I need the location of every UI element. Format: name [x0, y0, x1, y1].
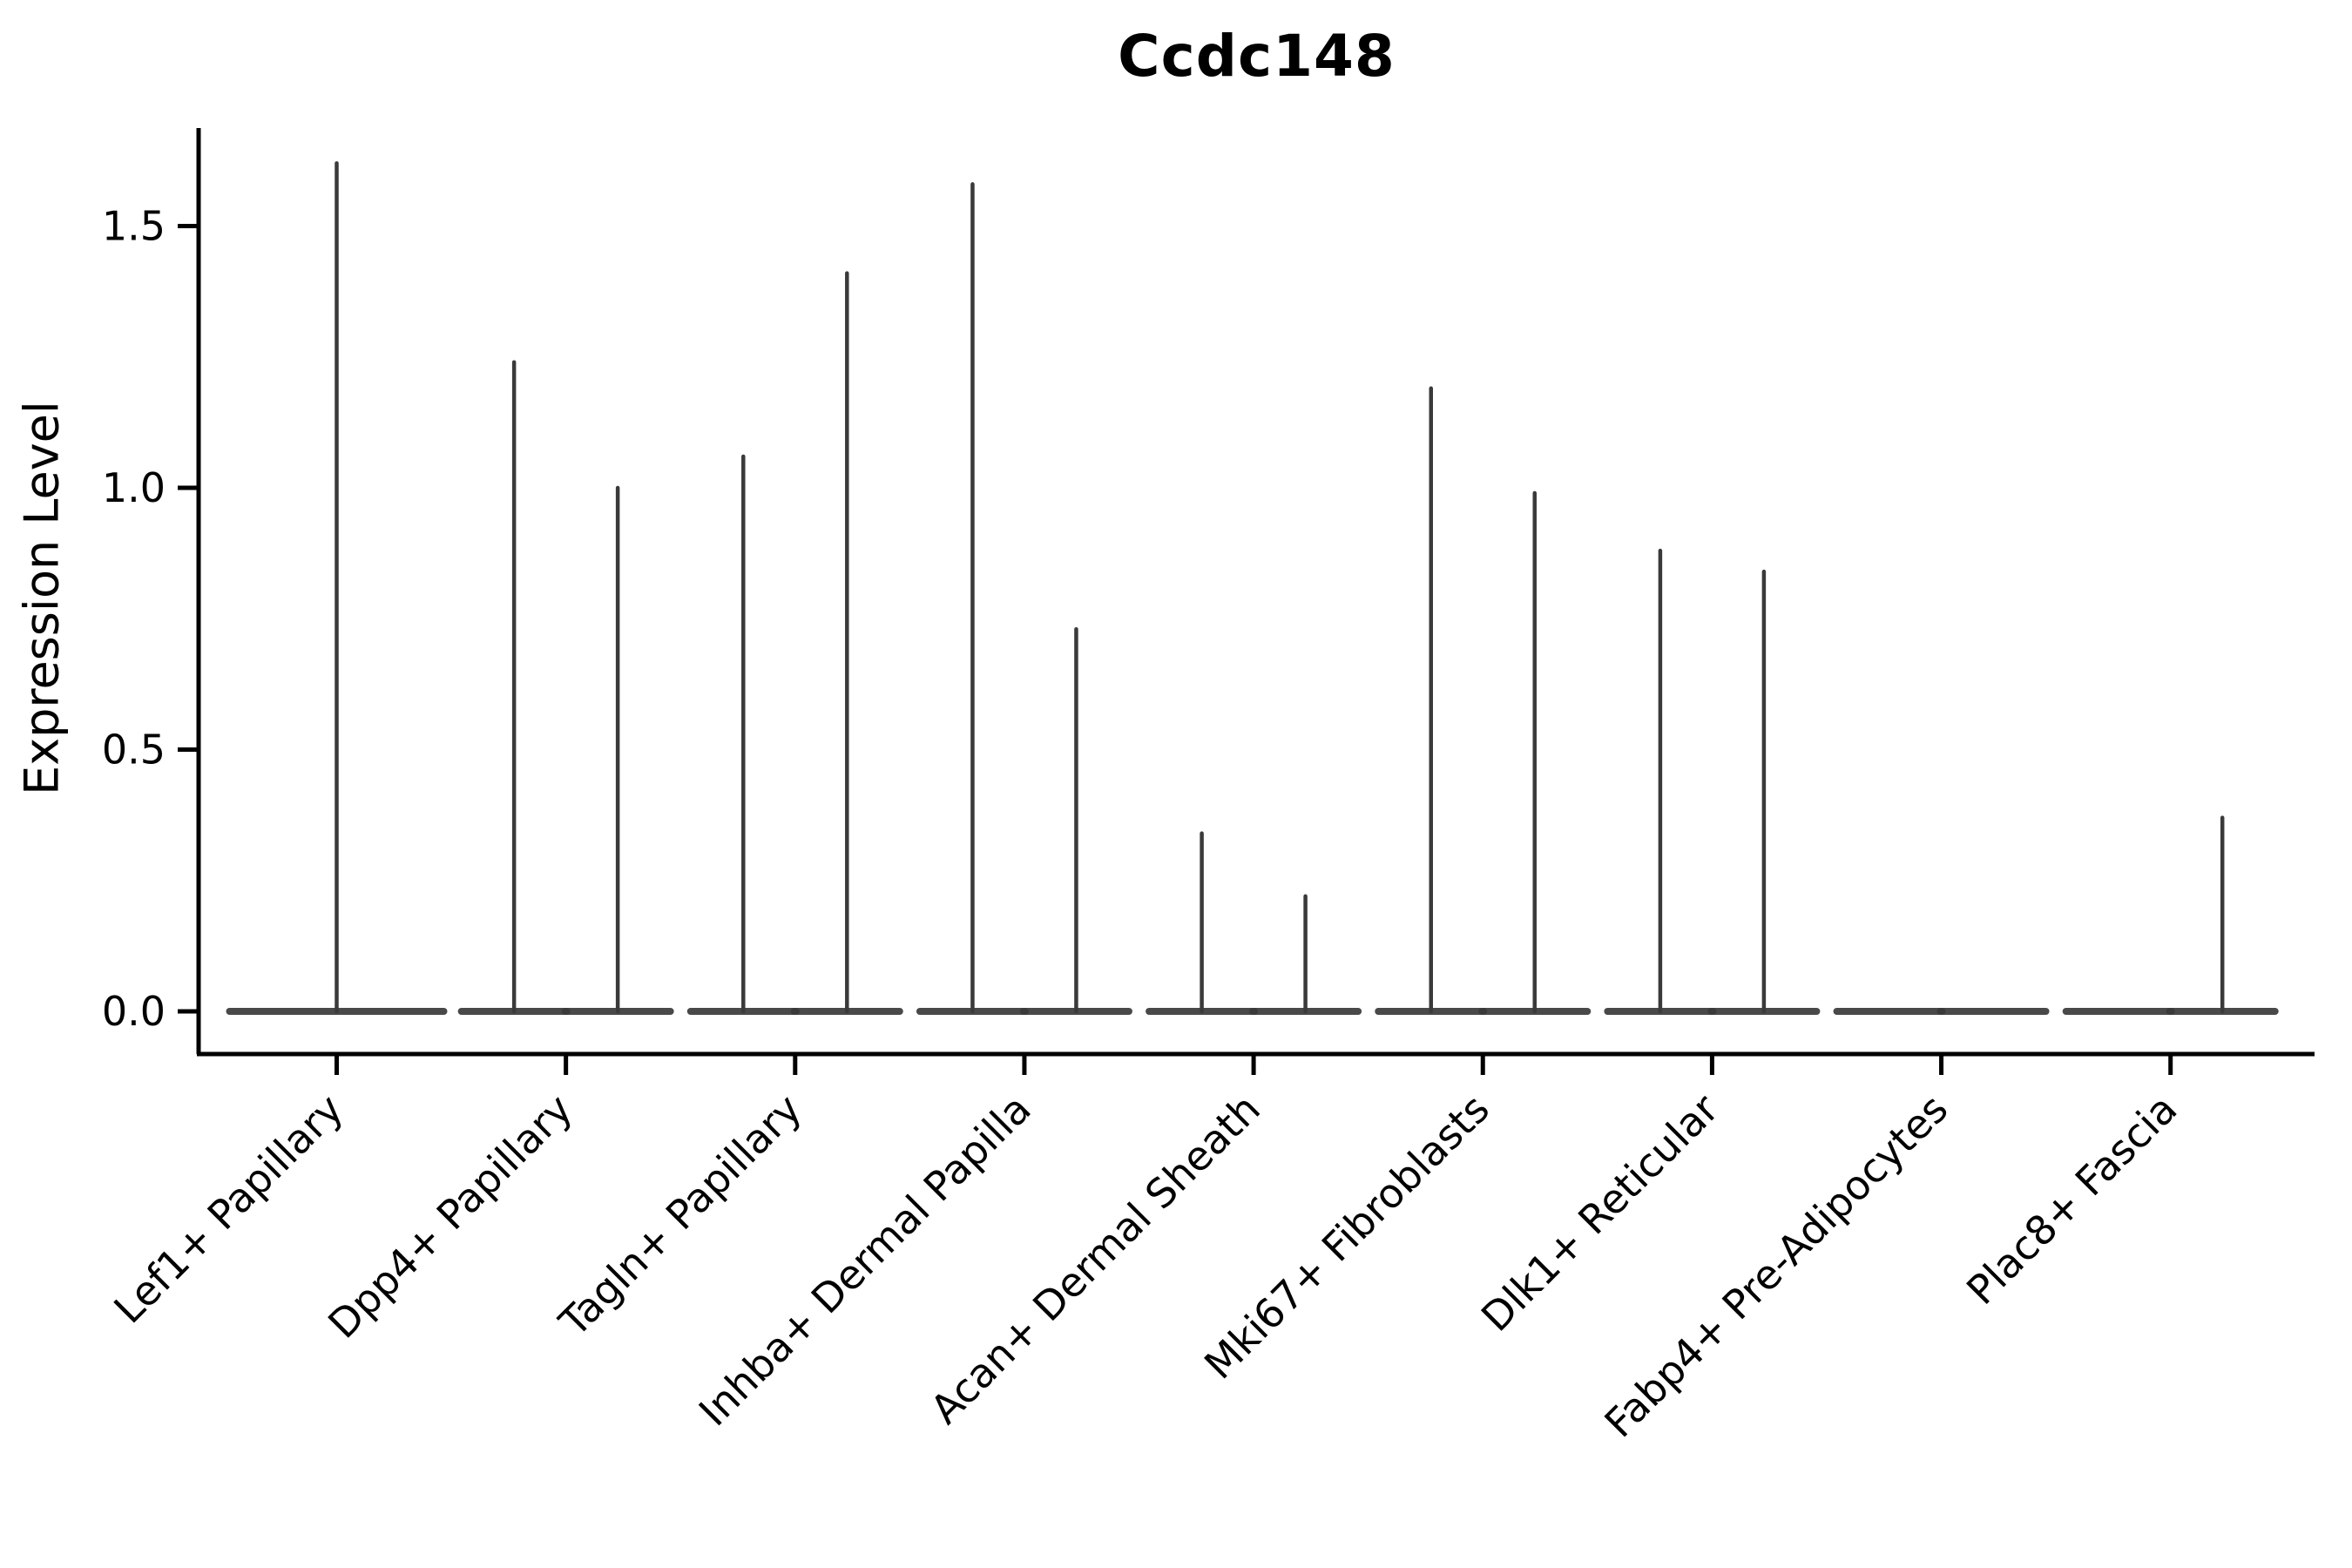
- violin-group: [1146, 831, 1362, 1015]
- x-tick-label: Plac8+ Fascia: [1957, 1085, 2186, 1314]
- violin-group: [916, 182, 1132, 1015]
- violin-group: [1375, 386, 1592, 1015]
- violin-group: [457, 360, 674, 1015]
- x-tick-label: Lef1+ Papillary: [105, 1085, 352, 1333]
- violin-group: [2062, 815, 2279, 1015]
- x-tick-label: Dlk1+ Reticular: [1472, 1085, 1727, 1341]
- y-axis-label: Expression Level: [14, 401, 70, 795]
- x-tick-label: Dpp4+ Papillary: [319, 1085, 581, 1348]
- y-tick-label: 0.0: [102, 988, 166, 1035]
- x-tick-label: Tagln+ Papillary: [550, 1085, 811, 1347]
- y-tick-label: 1.5: [102, 203, 166, 250]
- y-tick-label: 0.5: [102, 727, 166, 774]
- violin-group: [226, 161, 448, 1015]
- y-tick-label: 1.0: [102, 464, 166, 511]
- chart-title: Ccdc148: [1118, 23, 1396, 90]
- violin-group: [686, 271, 903, 1015]
- violin-group: [1604, 548, 1821, 1015]
